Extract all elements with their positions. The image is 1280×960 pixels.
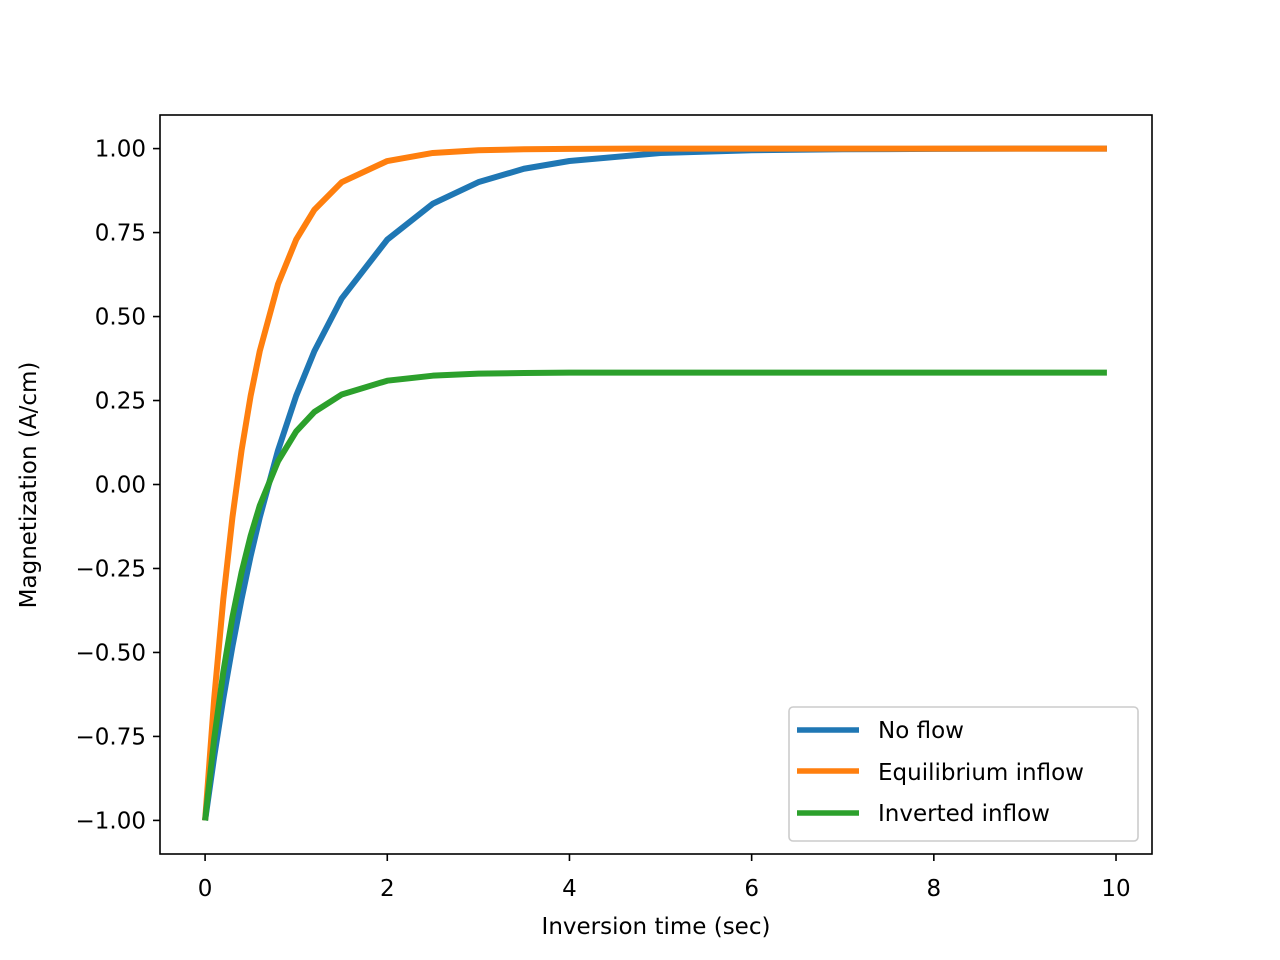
y-tick-label: −0.50 [76, 640, 146, 666]
y-tick-label: 0.50 [95, 305, 146, 331]
x-tick-label: 4 [562, 876, 577, 902]
series-line-inverted-inflow [202, 369, 1107, 821]
y-tick-label: −0.75 [76, 724, 146, 750]
y-axis-ticks: 1.00 0.75 0.50 0.25 0.00 −0.25 −0.50 −0.75 −1.00 [76, 137, 160, 834]
legend-label-inverted-inflow: Inverted inflow [878, 801, 1050, 827]
x-tick-label: 8 [927, 876, 942, 902]
legend: No flow Equilibrium inflow Inverted infl… [788, 706, 1139, 842]
x-tick-label: 6 [744, 876, 759, 902]
plot-frame [159, 114, 1153, 855]
series-layer [202, 145, 1107, 821]
y-tick-label: 0.25 [95, 389, 146, 415]
x-axis-title: Inversion time (sec) [542, 914, 771, 940]
y-tick-label: −1.00 [76, 808, 146, 834]
y-tick-label: 0.75 [95, 221, 146, 247]
x-axis-ticks: 0 2 4 6 8 10 [198, 854, 1131, 902]
y-tick-label: 0.00 [95, 473, 146, 499]
y-axis-title: Magnetization (A/cm) [16, 362, 42, 609]
x-tick-label: 10 [1101, 876, 1130, 902]
x-tick-label: 0 [198, 876, 213, 902]
legend-box [788, 706, 1139, 842]
series-line-equilibrium-inflow [202, 145, 1107, 821]
legend-label-equilibrium-inflow: Equilibrium inflow [878, 760, 1084, 786]
legend-label-no-flow: No flow [878, 718, 964, 744]
y-tick-label: 1.00 [95, 137, 146, 163]
x-tick-label: 2 [380, 876, 395, 902]
y-tick-label: −0.25 [76, 556, 146, 582]
